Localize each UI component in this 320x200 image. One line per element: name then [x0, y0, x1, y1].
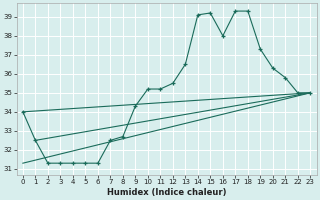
X-axis label: Humidex (Indice chaleur): Humidex (Indice chaleur)	[107, 188, 226, 197]
